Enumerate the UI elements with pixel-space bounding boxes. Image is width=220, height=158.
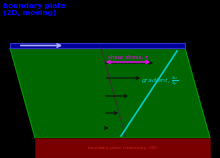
Polygon shape <box>35 138 210 158</box>
Text: gradient, $\frac{\partial u}{\partial y}$: gradient, $\frac{\partial u}{\partial y}… <box>141 75 178 89</box>
Text: shear stress, τ: shear stress, τ <box>108 55 148 60</box>
Polygon shape <box>10 48 210 138</box>
Text: boundary plate (stationary, 2D): boundary plate (stationary, 2D) <box>88 146 157 150</box>
Polygon shape <box>10 43 185 48</box>
Text: boundary plate
(2D, moving): boundary plate (2D, moving) <box>3 3 66 16</box>
